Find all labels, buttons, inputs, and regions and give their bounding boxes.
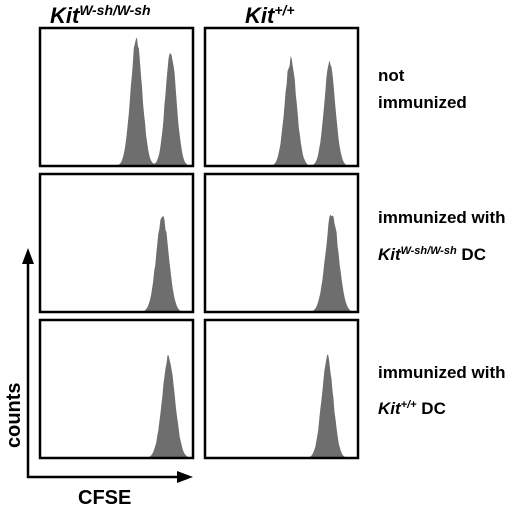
row-label-immunized-wsh-line2: KitW-sh/W-sh DC [378,245,486,264]
row-label-immunized-wt-line1: immunized with [378,363,506,382]
column-header-kit-wsh: KitW-sh/W-sh [50,2,151,28]
row-label-immunized-wsh-line1: immunized with [378,208,506,227]
row-label-immunized-wt-line2: Kit+/+ DC [378,399,446,418]
x-axis-arrowhead [177,471,193,483]
x-axis-label: CFSE [78,487,131,509]
histogram-r0-c1 [205,55,358,167]
row-label-not-immunized-line2: immunized [378,93,467,112]
y-axis-label: counts [3,382,25,448]
histogram-r2-c0 [40,355,193,458]
panel-frame-r1-c1 [203,172,360,314]
panel-frame-r0-c1 [203,26,360,168]
histogram-r2-c1 [205,354,358,458]
histogram-panels [38,26,360,460]
column-header-kit-wt: Kit+/+ [245,2,295,28]
panel-frame-r1-c0 [38,172,195,314]
panel-frame-r2-c0 [38,318,195,460]
histogram-r1-c1 [205,214,358,312]
histogram-r0-c0 [40,37,193,166]
panel-frame-r2-c1 [203,318,360,460]
y-axis-arrowhead [22,248,34,264]
panel-frame-r0-c0 [38,26,195,168]
row-label-not-immunized-line1: not [378,66,405,85]
histogram-r1-c0 [40,215,193,312]
